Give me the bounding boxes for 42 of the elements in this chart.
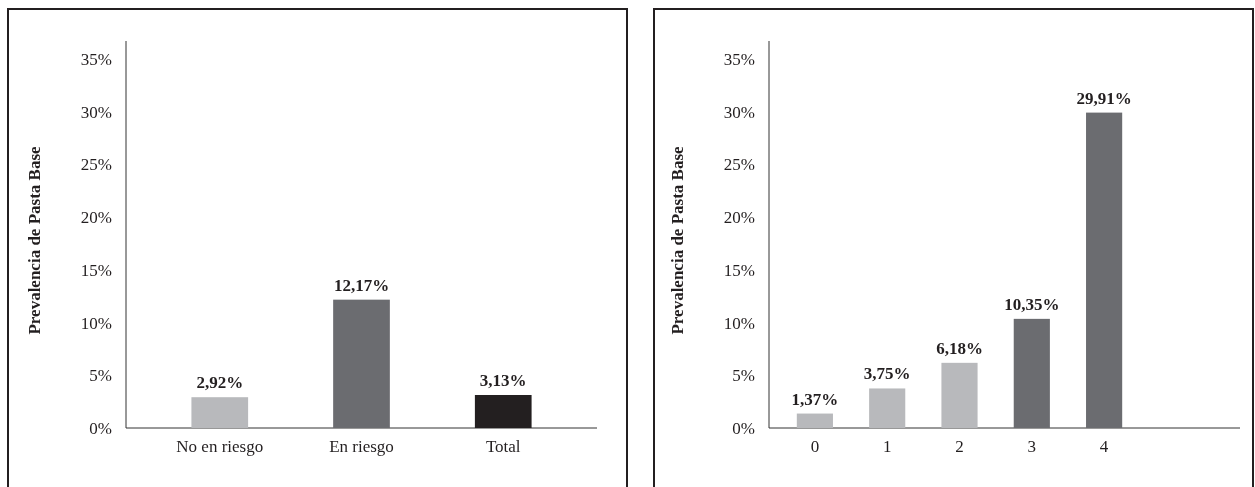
y-tick-label: 5% — [732, 366, 755, 386]
y-tick-label: 20% — [723, 208, 755, 228]
bar — [1013, 318, 1050, 428]
x-tick-label: 0 — [810, 437, 820, 457]
bar — [869, 388, 906, 428]
x-tick-label: Total — [485, 437, 521, 457]
x-tick-label: 4 — [1099, 437, 1109, 457]
data-label: 12,17% — [333, 275, 390, 295]
x-tick-label: 2 — [955, 437, 964, 457]
y-axis-title: Prevalencia de Pasta Base — [25, 146, 44, 335]
y-tick-label: 15% — [80, 260, 112, 280]
x-tick-label: No en riesgo — [176, 437, 264, 457]
data-label: 3,13% — [479, 370, 527, 390]
y-axis-title: Prevalencia de Pasta Base — [668, 146, 687, 335]
y-tick-label: 5% — [89, 366, 112, 386]
data-label: 6,18% — [936, 338, 983, 358]
bar — [474, 394, 532, 428]
y-tick-label: 35% — [80, 49, 112, 69]
y-tick-label: 30% — [723, 102, 755, 122]
bar — [941, 362, 978, 428]
y-tick-label: 0% — [89, 418, 112, 438]
y-tick-label: 25% — [723, 155, 755, 175]
y-tick-label: 25% — [80, 155, 112, 175]
x-tick-label: En riesgo — [329, 437, 394, 457]
y-tick-label: 0% — [732, 418, 755, 438]
data-label: 29,91% — [1076, 88, 1132, 108]
data-label: 3,75% — [863, 364, 911, 384]
data-label: 2,92% — [196, 373, 244, 393]
y-tick-label: 35% — [723, 49, 755, 69]
data-label: 1,37% — [791, 389, 839, 409]
y-tick-label: 15% — [723, 260, 755, 280]
bar — [333, 299, 390, 428]
y-tick-label: 10% — [80, 313, 112, 333]
y-tick-label: 20% — [80, 208, 112, 228]
bar — [191, 397, 249, 428]
x-tick-label: 3 — [1027, 437, 1037, 457]
y-tick-label: 10% — [723, 313, 755, 333]
data-label: 10,35% — [1004, 294, 1060, 314]
bar — [1086, 112, 1123, 428]
bar — [796, 413, 833, 428]
x-tick-label: 1 — [882, 437, 892, 457]
y-tick-label: 30% — [80, 102, 112, 122]
